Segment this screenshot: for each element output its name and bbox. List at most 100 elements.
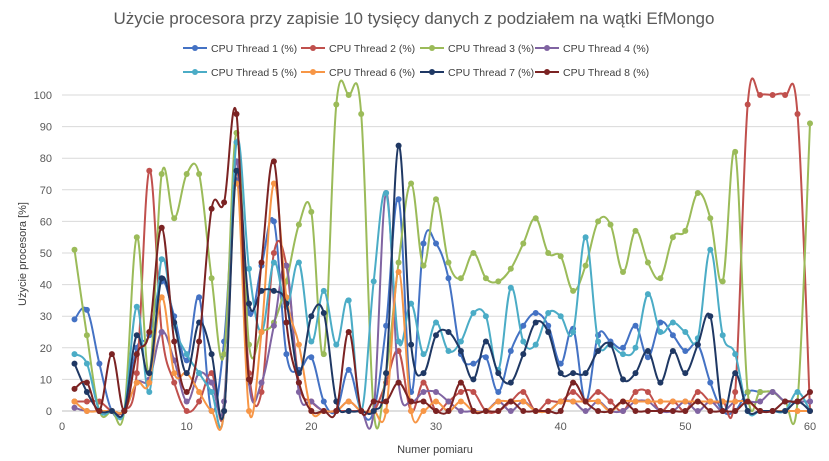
data-point: [595, 218, 602, 225]
data-point: [457, 275, 464, 282]
data-point: [632, 408, 639, 414]
y-tick-label: 20: [40, 343, 52, 355]
data-point: [383, 398, 390, 405]
data-point: [669, 332, 676, 339]
data-point: [133, 379, 140, 386]
data-point: [769, 408, 776, 414]
data-point: [807, 398, 813, 405]
data-point: [183, 389, 190, 395]
series-8: [71, 107, 813, 419]
data-point: [158, 171, 165, 177]
data-point: [370, 278, 377, 285]
data-point: [794, 398, 801, 405]
data-point: [719, 408, 726, 414]
data-point: [395, 269, 402, 275]
data-point: [270, 250, 277, 256]
x-axis-tick-labels: 0 10 20 30 40 50 60: [59, 421, 816, 433]
data-point: [582, 234, 589, 241]
data-point: [657, 398, 664, 405]
data-point: [420, 389, 427, 395]
data-point: [295, 379, 302, 386]
legend-label: CPU Thread 2 (%): [329, 43, 415, 55]
data-point: [595, 338, 602, 345]
data-point: [345, 408, 352, 414]
data-point: [732, 398, 739, 405]
legend-label: CPU Thread 5 (%): [211, 67, 297, 79]
data-point: [744, 408, 751, 414]
y-tick-label: 30: [40, 311, 52, 323]
data-point: [520, 240, 527, 247]
data-point: [71, 398, 78, 405]
data-point: [557, 313, 564, 320]
data-point: [433, 408, 439, 414]
data-point: [744, 398, 751, 405]
series-line: [73, 144, 811, 421]
data-point: [445, 259, 452, 266]
data-point: [208, 205, 215, 212]
data-point: [146, 329, 153, 335]
data-point: [470, 310, 477, 316]
data-point: [395, 259, 402, 266]
data-point: [707, 398, 714, 405]
data-point: [295, 221, 302, 228]
x-tick-label: 10: [181, 421, 193, 433]
data-point: [158, 224, 165, 231]
data-point: [408, 398, 415, 405]
data-point: [482, 354, 489, 361]
data-point: [595, 389, 602, 395]
data-point: [520, 408, 527, 414]
x-tick-label: 20: [305, 421, 317, 433]
data-point: [732, 370, 739, 377]
data-point: [345, 366, 352, 373]
data-point: [582, 398, 589, 405]
data-point: [532, 310, 539, 316]
y-tick-label: 50: [40, 248, 52, 260]
data-point: [295, 259, 302, 266]
data-point: [196, 389, 203, 395]
data-point: [694, 398, 701, 405]
data-point: [320, 351, 327, 358]
data-point: [582, 408, 589, 414]
data-point: [595, 348, 602, 354]
data-point: [769, 92, 776, 98]
y-tick-label: 10: [40, 374, 52, 386]
data-point: [183, 370, 190, 377]
data-point: [433, 389, 439, 395]
data-point: [520, 398, 527, 405]
data-point: [320, 310, 327, 316]
data-point: [557, 360, 564, 367]
legend-label: CPU Thread 7 (%): [448, 67, 534, 79]
data-point: [158, 294, 165, 301]
data-point: [457, 398, 464, 405]
data-point: [682, 398, 689, 405]
data-point: [395, 142, 402, 149]
legend-marker: [192, 45, 198, 51]
data-point: [644, 408, 651, 414]
y-tick-label: 0: [46, 406, 52, 418]
data-point: [71, 385, 78, 392]
data-point: [108, 408, 115, 414]
y-tick-label: 70: [40, 185, 52, 197]
data-point: [669, 408, 676, 414]
data-point: [557, 253, 564, 260]
data-point: [707, 408, 714, 414]
data-point: [732, 408, 739, 414]
data-point: [408, 300, 415, 307]
data-point: [158, 329, 165, 335]
data-point: [133, 332, 140, 339]
data-point: [694, 389, 701, 395]
data-point: [732, 351, 739, 358]
data-point: [96, 360, 103, 367]
data-point: [270, 158, 277, 165]
data-point: [408, 408, 415, 414]
data-point: [333, 341, 340, 348]
data-point: [682, 348, 689, 354]
legend-item: CPU Thread 7 (%): [420, 67, 534, 79]
data-point: [83, 360, 90, 367]
data-point: [669, 398, 676, 405]
data-point: [807, 408, 813, 414]
data-point: [757, 398, 764, 405]
data-point: [383, 322, 390, 329]
data-point: [71, 351, 78, 358]
